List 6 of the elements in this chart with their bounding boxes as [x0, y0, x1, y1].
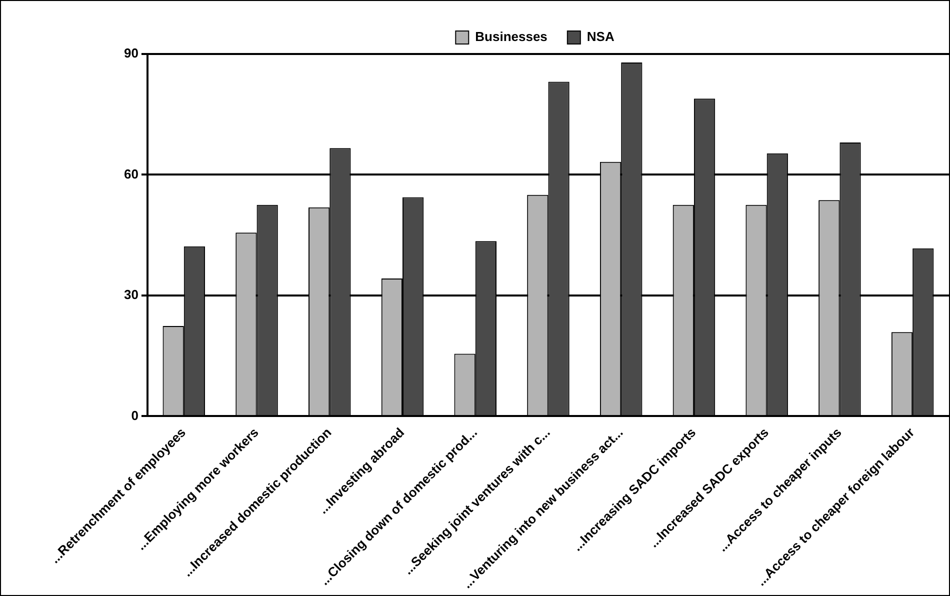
y-tick-label: 0 [131, 408, 138, 423]
legend-label: Businesses [475, 29, 548, 44]
y-tick-label: 30 [124, 287, 138, 302]
y-tick-label: 90 [124, 46, 138, 61]
y-tick-label: 60 [124, 166, 138, 182]
legend-label: NSA [586, 29, 615, 44]
